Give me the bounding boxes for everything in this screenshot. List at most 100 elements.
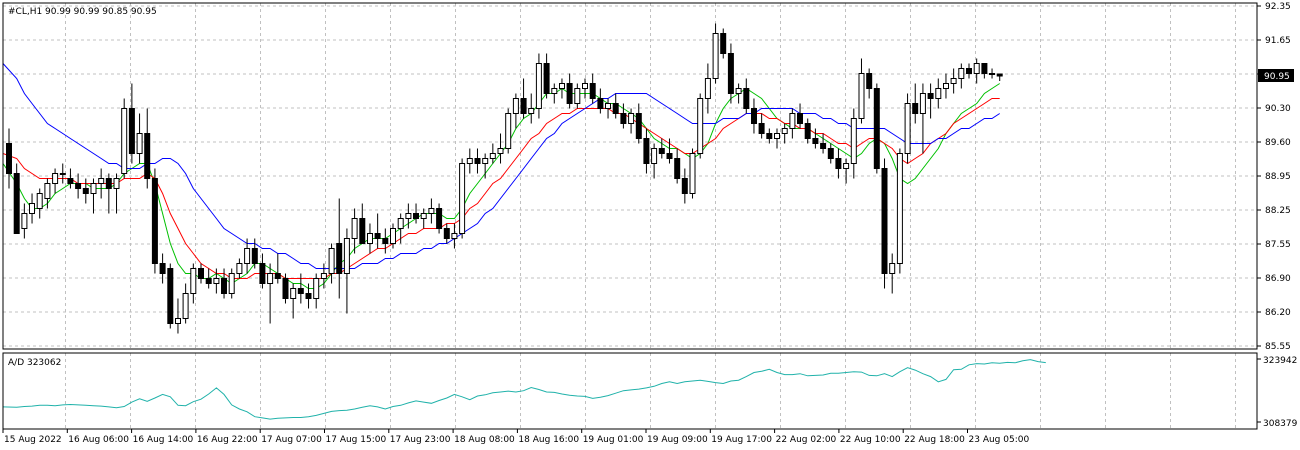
candle-body xyxy=(221,278,227,294)
time-tick-label: 19 Aug 17:00 xyxy=(711,435,772,445)
candle xyxy=(397,213,404,244)
time-tick-label: 18 Aug 08:00 xyxy=(454,435,515,445)
candle-body xyxy=(797,113,803,124)
candle xyxy=(6,128,12,189)
candle xyxy=(251,238,258,269)
candle-body xyxy=(781,128,788,134)
candle-body xyxy=(29,203,35,214)
candle xyxy=(343,228,350,314)
time-tick-label: 17 Aug 07:00 xyxy=(261,435,322,445)
candle xyxy=(228,268,235,299)
candle-body xyxy=(689,153,696,194)
candle xyxy=(896,148,903,274)
candle-body xyxy=(597,98,604,109)
candle xyxy=(29,193,35,224)
candle-body xyxy=(205,278,212,284)
candle xyxy=(666,138,673,164)
candle xyxy=(67,168,74,189)
candle xyxy=(244,238,251,274)
candle-body xyxy=(505,113,512,149)
candle-body xyxy=(351,218,358,239)
candle xyxy=(789,108,796,139)
candle xyxy=(720,28,727,59)
candle-body xyxy=(21,213,28,229)
candle-body xyxy=(13,173,20,234)
candle-body xyxy=(144,133,151,179)
candle-body xyxy=(989,73,995,75)
time-tick-label: 19 Aug 09:00 xyxy=(647,435,708,445)
candle xyxy=(704,63,711,114)
candle-body xyxy=(90,183,97,194)
candle-body xyxy=(98,178,105,184)
candle xyxy=(198,263,204,284)
candle xyxy=(520,78,527,119)
candle-body xyxy=(858,73,865,119)
candle-body xyxy=(658,148,665,154)
candle xyxy=(505,108,512,154)
candle xyxy=(904,93,911,164)
candle-body xyxy=(727,53,734,94)
candle xyxy=(674,148,681,184)
candle-body xyxy=(628,113,635,124)
moving-averages xyxy=(2,63,1000,289)
candle xyxy=(582,78,588,99)
candle xyxy=(781,123,788,144)
current-price-label: 90.95 xyxy=(1264,72,1290,82)
candle xyxy=(175,298,181,334)
candle-body xyxy=(704,78,711,99)
candle xyxy=(735,83,742,104)
candle-body xyxy=(927,93,934,99)
candle-body xyxy=(290,288,297,299)
candle-body xyxy=(420,213,427,219)
candle xyxy=(996,73,1003,81)
candle-body xyxy=(343,238,350,274)
candle xyxy=(205,268,212,289)
candle-body xyxy=(681,178,688,194)
candle-body xyxy=(812,138,819,144)
candle-body xyxy=(973,63,980,74)
time-tick-label: 17 Aug 15:00 xyxy=(326,435,387,445)
candle-body xyxy=(912,103,919,114)
candle-body xyxy=(313,278,320,299)
candle xyxy=(535,53,542,119)
candle xyxy=(797,103,803,129)
candle-body xyxy=(382,238,389,244)
price-tick-label: 86.20 xyxy=(1265,308,1291,318)
candle xyxy=(589,73,596,104)
time-tick-label: 16 Aug 22:00 xyxy=(197,435,258,445)
candle-body xyxy=(943,83,949,89)
candle xyxy=(597,88,604,114)
candle xyxy=(943,73,949,99)
candle-body xyxy=(966,68,972,74)
indicator-header: A/D 323062 xyxy=(8,358,61,368)
candle-body xyxy=(697,98,704,154)
candle xyxy=(121,98,128,179)
candle-body xyxy=(443,228,450,239)
candle xyxy=(213,268,220,294)
candle-body xyxy=(213,278,220,284)
candle-body xyxy=(720,33,727,54)
candle-body xyxy=(159,263,166,274)
candle xyxy=(297,273,304,304)
price-tick-label: 91.65 xyxy=(1265,36,1291,46)
candle xyxy=(136,113,143,164)
candle-body xyxy=(267,273,274,284)
candle xyxy=(758,113,765,139)
price-tick-label: 90.30 xyxy=(1265,104,1291,114)
candle-body xyxy=(182,293,189,319)
candle-body xyxy=(804,123,811,139)
candle xyxy=(420,208,427,229)
time-tick-label: 17 Aug 23:00 xyxy=(390,435,451,445)
candle-body xyxy=(82,188,89,194)
candle xyxy=(443,223,450,244)
candle xyxy=(827,143,834,164)
candle-body xyxy=(551,88,558,94)
candle xyxy=(336,198,343,299)
candle-body xyxy=(651,148,658,164)
candle xyxy=(651,143,658,179)
candle-body xyxy=(6,143,12,174)
candle-body xyxy=(751,108,757,124)
candle xyxy=(697,93,704,159)
candle-body xyxy=(612,103,619,114)
